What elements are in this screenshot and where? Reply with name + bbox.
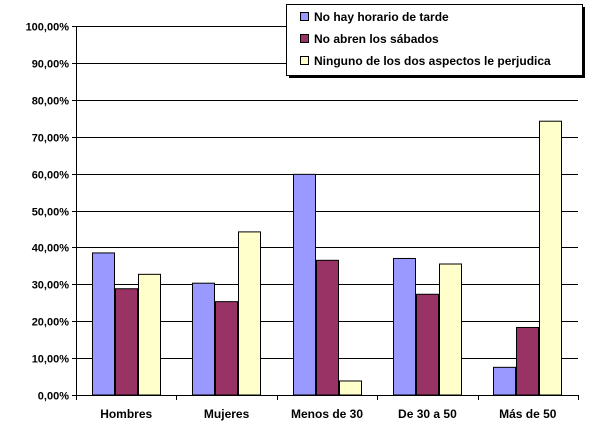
y-tick-label: 100,00% bbox=[26, 22, 70, 34]
bars bbox=[92, 120, 562, 396]
bar bbox=[215, 301, 238, 396]
legend-label: No abren los sábados bbox=[314, 32, 439, 46]
legend: No hay horario de tarde No abren los sába… bbox=[286, 4, 585, 78]
bar bbox=[416, 293, 439, 396]
bar bbox=[516, 326, 539, 396]
y-tick-label: 60,00% bbox=[32, 170, 70, 182]
y-tick-label: 10,00% bbox=[32, 354, 70, 366]
bar bbox=[115, 288, 138, 396]
y-tick-label: 40,00% bbox=[32, 243, 70, 255]
legend-box bbox=[286, 4, 583, 76]
bar bbox=[393, 257, 416, 396]
x-axis: Hombres Mujeres Menos de 30 De 30 a 50 Más d… bbox=[72, 26, 579, 421]
bar bbox=[339, 380, 362, 396]
bar bbox=[439, 263, 462, 396]
legend-label: Ninguno de los dos aspectos le perjudica bbox=[314, 54, 551, 68]
x-tick-label: Más de 50 bbox=[499, 407, 557, 421]
bar bbox=[493, 366, 516, 396]
x-tick-label: Hombres bbox=[100, 407, 152, 421]
legend-swatch bbox=[300, 56, 309, 65]
legend-label: No hay horario de tarde bbox=[314, 10, 449, 24]
bar bbox=[316, 259, 339, 396]
x-tick-label: Menos de 30 bbox=[291, 407, 363, 421]
y-tick-label: 80,00% bbox=[32, 96, 70, 108]
y-tick-label: 70,00% bbox=[32, 133, 70, 145]
y-tick-label: 0,00% bbox=[38, 391, 69, 403]
y-tick-label: 90,00% bbox=[32, 59, 70, 71]
bar bbox=[293, 173, 316, 396]
bar bbox=[192, 282, 215, 396]
bar bbox=[539, 120, 562, 396]
x-tick-label: De 30 a 50 bbox=[398, 407, 457, 421]
y-tick-label: 30,00% bbox=[32, 280, 70, 292]
x-tick-label: Mujeres bbox=[204, 407, 250, 421]
bar bbox=[238, 231, 261, 396]
legend-swatch bbox=[300, 34, 309, 43]
y-tick-label: 50,00% bbox=[32, 207, 70, 219]
bar bbox=[92, 252, 115, 396]
y-axis: 0,00% 10,00% 20,00% 30,00% 40,00% 50,00% 60,00… bbox=[26, 22, 76, 403]
bar bbox=[138, 273, 161, 396]
legend-swatch bbox=[300, 12, 309, 21]
y-tick-label: 20,00% bbox=[32, 317, 70, 329]
